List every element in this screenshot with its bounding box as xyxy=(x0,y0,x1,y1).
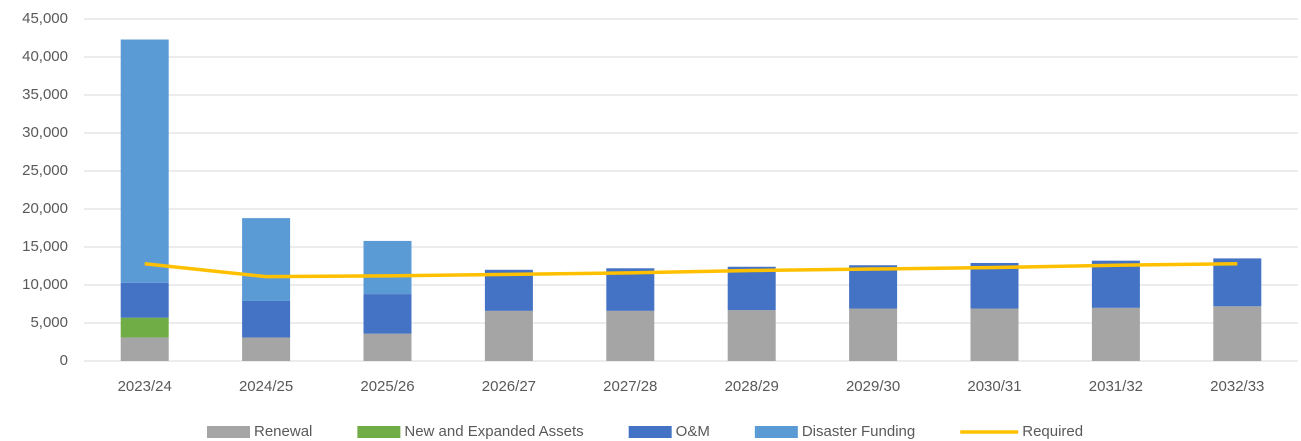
bar-segment xyxy=(363,294,412,334)
bar-segment xyxy=(120,39,169,283)
bar-segment xyxy=(970,308,1019,361)
y-tick-label: 15,000 xyxy=(22,238,68,255)
x-tick-label: 2024/25 xyxy=(239,378,293,395)
bar-segment xyxy=(727,266,776,311)
bar-segment xyxy=(120,317,169,338)
line-series xyxy=(144,261,1238,279)
bar-segment xyxy=(242,300,291,338)
y-tick-label: 5,000 xyxy=(30,314,68,331)
bar-segment xyxy=(727,310,776,361)
legend-label: Renewal xyxy=(254,423,312,440)
bar-segment xyxy=(1091,260,1140,308)
legend-swatch xyxy=(207,426,250,438)
legend-label: New and Expanded Assets xyxy=(404,423,583,440)
x-tick-label: 2025/26 xyxy=(360,378,414,395)
y-tick-label: 10,000 xyxy=(22,276,68,293)
x-tick-label: 2029/30 xyxy=(846,378,900,395)
legend-label: Required xyxy=(1022,423,1083,440)
x-tick-label: 2023/24 xyxy=(118,378,172,395)
bar-segment xyxy=(1213,306,1262,361)
y-tick-label: 45,000 xyxy=(22,10,68,27)
bar-segment xyxy=(849,265,898,309)
legend-label: O&M xyxy=(676,423,710,440)
y-tick-label: 30,000 xyxy=(22,124,68,141)
x-tick-label: 2031/32 xyxy=(1089,378,1143,395)
x-tick-label: 2027/28 xyxy=(603,378,657,395)
bar-segment xyxy=(242,337,291,361)
bar-segment xyxy=(120,282,169,318)
x-tick-label: 2028/29 xyxy=(725,378,779,395)
y-tick-label: 40,000 xyxy=(22,48,68,65)
bar-segment xyxy=(484,269,533,311)
legend-swatch xyxy=(754,426,798,438)
y-tick-label: 25,000 xyxy=(22,162,68,179)
bar-segment xyxy=(970,262,1019,309)
y-tick-label: 20,000 xyxy=(22,200,68,217)
bar-segment xyxy=(242,218,291,301)
legend-label: Disaster Funding xyxy=(802,423,915,440)
x-tick-label: 2032/33 xyxy=(1210,378,1264,395)
bar-segment xyxy=(1091,307,1140,361)
y-tick-label: 35,000 xyxy=(22,86,68,103)
bar-segment xyxy=(484,310,533,361)
legend-swatch xyxy=(628,426,672,438)
legend-swatch xyxy=(357,426,401,438)
x-tick-label: 2026/27 xyxy=(482,378,536,395)
bar-segment xyxy=(363,240,412,295)
bar-segment xyxy=(849,308,898,361)
y-tick-label: 0 xyxy=(60,352,68,369)
bar-segment xyxy=(606,310,655,361)
bar-segment xyxy=(606,268,655,311)
bar-segment xyxy=(1213,258,1262,307)
x-tick-label: 2030/31 xyxy=(967,378,1021,395)
bar-segment xyxy=(120,337,169,361)
bar-segment xyxy=(363,333,412,361)
